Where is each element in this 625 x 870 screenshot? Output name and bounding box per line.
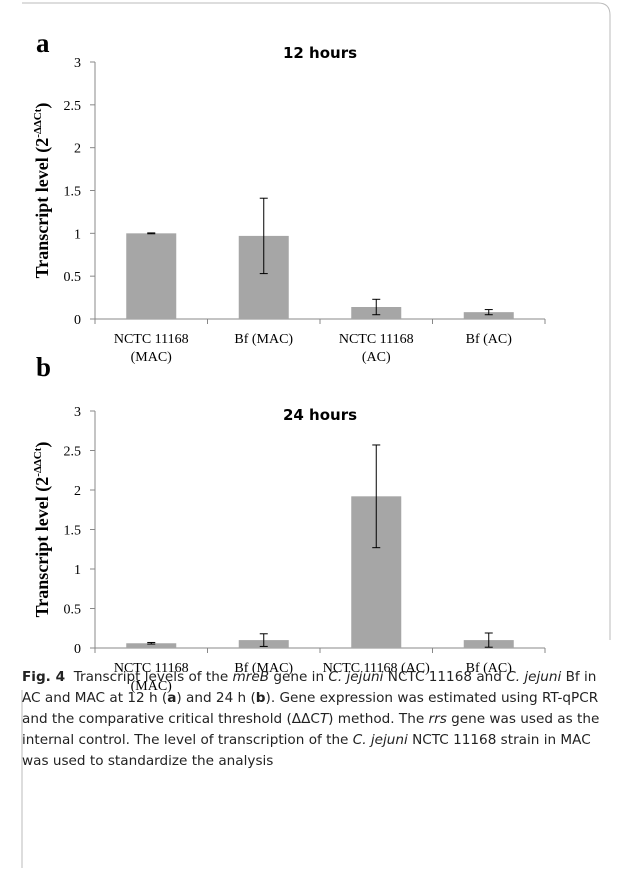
y-tick-label: 2.5: [64, 99, 82, 114]
y-axis-label: Transcript level (2-ΔΔCt): [32, 103, 53, 279]
y-tick-label: 0: [74, 642, 81, 657]
x-tick-label: Bf (AC): [466, 332, 513, 347]
text-line: NCTC 11168: [114, 661, 189, 676]
text: b: [255, 690, 266, 706]
x-tick-label: Bf (MAC): [234, 661, 293, 676]
x-tick-label: Bf (MAC): [234, 332, 293, 347]
y-tick-label: 0.5: [64, 270, 82, 285]
text: T: [319, 711, 329, 727]
y-tick-label: 1: [74, 563, 81, 578]
y-tick-label: 2.5: [64, 445, 82, 460]
error-bar: [372, 444, 381, 549]
bar: [126, 233, 177, 319]
y-tick-label: 3: [74, 56, 81, 71]
text: Transcript level (2: [32, 138, 53, 279]
x-tick-label: NCTC 11168 (MAC): [114, 661, 189, 694]
chart-title: 24 hours: [283, 406, 357, 424]
error-bar: [484, 632, 493, 648]
text: Transcript levels of the: [73, 669, 233, 685]
y-tick-label: 1.5: [64, 524, 82, 539]
caption: Fig. 4 Transcript levels of the mreB gen…: [22, 667, 610, 772]
text: NCTC 11168 and: [383, 669, 507, 685]
text: a: [167, 690, 177, 706]
text: rrs: [428, 711, 447, 727]
y-tick-label: 0.5: [64, 603, 82, 618]
frame: [22, 2, 611, 640]
y-tick-label: 1.5: [64, 185, 82, 200]
error-bar: [259, 633, 268, 647]
bar: [463, 312, 514, 319]
panel-label: a: [36, 28, 50, 58]
text-line: (MAC): [131, 679, 173, 694]
error-bar: [372, 298, 381, 316]
text: C. jejuni: [328, 669, 384, 685]
text: ) and 24 h (: [176, 690, 256, 706]
error-bar: [147, 232, 156, 235]
text: ) method. The: [328, 711, 429, 727]
figure-label: Fig. 4: [22, 669, 66, 685]
text: gene in: [269, 669, 329, 685]
y-tick-label: 2: [74, 142, 81, 157]
y-tick-label: 0: [74, 313, 81, 328]
text-line: (AC): [362, 350, 391, 365]
caption-text: Transcript levels of the mreB gene in C.…: [22, 669, 599, 769]
error-bar: [259, 197, 268, 275]
text: -ΔΔCt: [32, 447, 44, 476]
text-line: NCTC 11168: [339, 332, 414, 347]
y-tick-label: 2: [74, 484, 81, 499]
text-line: NCTC 11168: [114, 332, 189, 347]
x-tick-label: NCTC 11168 (AC): [323, 661, 430, 676]
bar: [126, 643, 177, 648]
text-line: (MAC): [131, 350, 173, 365]
y-tick-label: 1: [74, 227, 81, 242]
y-axis-label: Transcript level (2-ΔΔCt): [32, 442, 53, 618]
x-tick-label: NCTC 11168 (MAC): [114, 332, 189, 365]
text: ): [32, 442, 53, 448]
chart-title: 12 hours: [283, 44, 357, 62]
panel-label: b: [36, 352, 51, 382]
text: Transcript level (2: [32, 477, 53, 618]
text: -ΔΔCt: [32, 108, 44, 137]
x-tick-label: NCTC 11168 (AC): [339, 332, 414, 365]
text: ): [32, 103, 53, 109]
error-bar: [147, 641, 156, 645]
text: C. jejuni: [352, 732, 408, 748]
x-tick-label: Bf (AC): [466, 661, 513, 676]
error-bar: [484, 309, 493, 316]
text: gene was used as the internal control. T…: [22, 711, 600, 748]
y-tick-label: 3: [74, 405, 81, 420]
text: ). Gene expression was estimated using R…: [22, 690, 599, 727]
text: NCTC 11168 strain in MAC was used to sta…: [22, 732, 591, 769]
text: C. jejuni: [506, 669, 562, 685]
text: mreB: [232, 669, 270, 685]
text: Bf in AC and MAC at 12 h (: [22, 669, 597, 706]
